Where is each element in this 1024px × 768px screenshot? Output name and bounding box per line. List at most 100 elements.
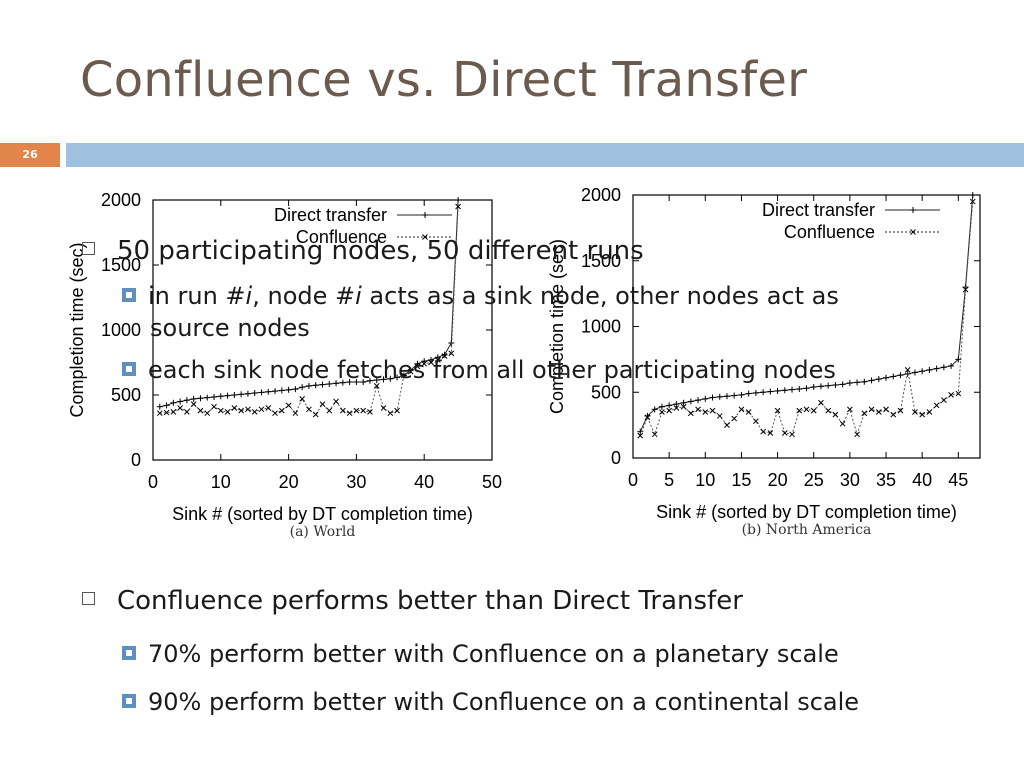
data-point [245,406,251,413]
data-point [854,431,860,438]
data-point [774,407,781,414]
data-point [238,391,245,398]
data-point [211,393,218,400]
subbullet-square-icon [122,646,136,660]
data-point [272,388,279,395]
y-tick-label: 1500 [101,255,141,275]
data-point [651,406,658,413]
x-tick-label: 40 [414,472,434,492]
data-point [890,373,897,380]
data-point [817,383,824,390]
data-point [251,409,258,415]
data-point [394,407,400,414]
data-point [292,386,299,393]
data-point [911,369,918,376]
data-point [666,407,672,414]
data-point [687,410,694,417]
data-point [861,378,868,385]
data-point [948,362,955,369]
data-point [789,431,795,438]
data-point [353,407,360,414]
data-point [414,363,421,370]
data-point [251,390,258,397]
data-point [687,398,694,405]
data-point [448,350,455,357]
data-point [926,366,933,373]
y-tick-label: 1000 [581,317,621,337]
chart-caption: (a) World [290,524,356,540]
subbullet-planetary: 70% perform better with Confluence on a … [122,640,839,668]
data-point [339,379,346,386]
subbullet-square-icon [122,694,136,708]
y-tick-label: 1500 [581,251,621,271]
data-point [753,418,759,425]
data-point [658,403,665,410]
data-point [644,414,651,421]
data-point [285,402,292,409]
data-point [883,406,889,413]
legend-marker [910,229,916,235]
x-tick-label: 20 [279,472,299,492]
data-point [847,406,853,413]
data-point [238,407,244,414]
subbullet-continental: 90% perform better with Confluence on a … [122,688,859,716]
legend-label: Direct transfer [762,200,875,220]
data-point [774,387,781,394]
data-point [803,385,810,392]
data-point [183,397,190,404]
data-point [319,401,326,407]
data-point [265,388,272,395]
data-point [731,415,738,422]
data-point [919,368,926,375]
data-point [955,356,962,363]
data-point [190,395,197,402]
x-tick-label: 40 [912,470,932,490]
data-point [702,409,709,415]
data-point [231,405,238,411]
data-point [204,410,211,417]
data-point [353,379,360,385]
data-point [767,388,774,395]
x-tick-label: 30 [840,470,860,490]
data-point [258,406,265,413]
data-point [224,392,231,399]
data-point [969,198,976,205]
data-point [163,409,170,416]
y-tick-label: 500 [111,385,141,405]
data-point [637,432,644,439]
x-tick-label: 45 [948,470,968,490]
data-point [724,422,730,428]
data-point [659,409,665,415]
data-point [211,403,217,410]
data-point [407,368,414,375]
data-point [738,391,745,398]
slide-number: 26 [0,143,60,167]
data-point [455,197,462,203]
data-point [789,386,796,393]
data-point [387,375,394,382]
x-tick-label: 5 [664,470,674,490]
data-point [319,381,326,388]
data-point [312,382,319,389]
data-point [919,411,926,418]
data-point [796,385,803,392]
subbullet-square-icon [122,362,136,376]
x-tick-label: 20 [768,470,788,490]
subbullet-sink-node-continued: source nodes [150,314,310,342]
data-point [455,203,461,210]
y-axis-label: Completion time (sec) [547,239,567,414]
data-point [333,398,339,405]
data-point [265,405,272,411]
data-point [709,407,716,414]
x-tick-label: 25 [804,470,824,490]
data-point [441,353,448,359]
header-bar [66,143,1024,167]
data-point [278,407,285,414]
data-point [875,409,882,415]
data-point [723,393,730,400]
y-tick-label: 1000 [101,320,141,340]
data-point [217,393,224,400]
data-point [401,372,407,379]
data-point [752,389,759,396]
data-point [731,392,738,399]
